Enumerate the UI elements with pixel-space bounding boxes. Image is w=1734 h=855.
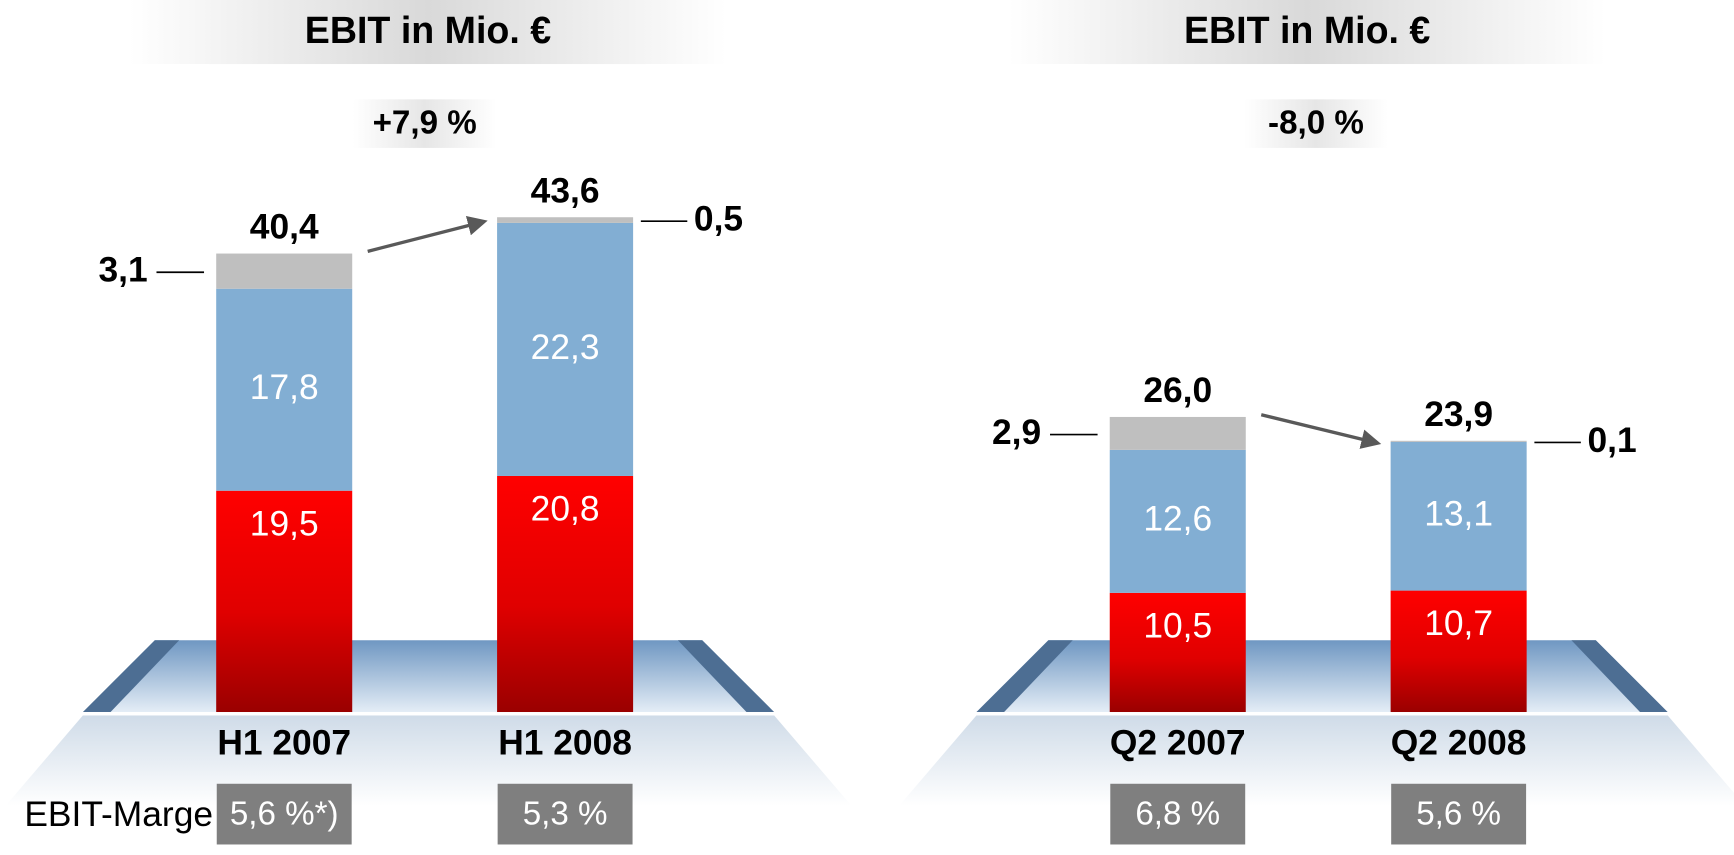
bar-segment — [1390, 440, 1527, 442]
x-tick-label: H1 2008 — [498, 723, 632, 762]
value-label: 2,9 — [992, 413, 1041, 452]
margin-label: 5,6 %*) — [230, 796, 339, 833]
x-tick-label: H1 2007 — [217, 723, 351, 762]
value-label: 17,8 — [250, 368, 319, 407]
margin-label: 5,3 % — [523, 796, 608, 833]
change-background — [352, 99, 497, 148]
total-label: 40,4 — [250, 208, 319, 247]
x-tick-label: Q2 2007 — [1110, 723, 1246, 762]
bar-segment — [216, 288, 353, 491]
total-label: 43,6 — [531, 171, 600, 210]
margin-box — [216, 783, 352, 845]
bar-segment — [497, 217, 634, 223]
value-label: 22,3 — [531, 328, 600, 367]
title-background — [129, 0, 727, 65]
bar-segment — [1390, 441, 1527, 591]
bar-segment — [1109, 416, 1246, 450]
value-label: 10,7 — [1424, 604, 1493, 643]
platform — [976, 640, 1668, 713]
platform — [82, 640, 775, 713]
platform-edge — [1571, 640, 1668, 713]
platform-fade — [899, 715, 1734, 806]
platform-edge — [677, 640, 775, 713]
charts: EBIT in Mio. € +7,9 % EBIT-Marge 19,5 17,8 3,… — [5, 0, 1734, 845]
bar-segment — [497, 475, 634, 713]
bar-segment — [1109, 592, 1246, 713]
value-label: 3,1 — [98, 251, 147, 290]
bar-segment — [216, 490, 353, 713]
bar-segment — [497, 222, 634, 476]
change-label: +7,9 % — [373, 105, 477, 142]
total-label: 23,9 — [1424, 395, 1493, 434]
platform-edge — [976, 640, 1073, 713]
x-tick-label: Q2 2008 — [1391, 723, 1527, 762]
value-label: 13,1 — [1424, 495, 1493, 534]
total-label: 26,0 — [1143, 371, 1212, 410]
value-label: 0,1 — [1587, 421, 1636, 460]
chart-title: EBIT in Mio. € — [305, 9, 551, 51]
margin-label: 6,8 % — [1135, 796, 1220, 833]
change-background — [1244, 99, 1388, 148]
value-label: 0,5 — [694, 200, 743, 239]
platform-edge — [82, 640, 180, 713]
value-label: 12,6 — [1143, 500, 1212, 539]
bar-segment — [1390, 590, 1527, 713]
margin-row-label: EBIT-Marge — [24, 795, 213, 834]
trend-arrow — [367, 215, 488, 253]
margin-box — [1391, 783, 1527, 845]
chart-title: EBIT in Mio. € — [1184, 9, 1430, 51]
bar-segment — [1109, 449, 1246, 593]
bar-segment — [216, 253, 353, 289]
platform-fade — [5, 715, 852, 806]
margin-box — [1110, 783, 1246, 845]
margin-label: 5,6 % — [1416, 796, 1501, 833]
trend-arrow — [1260, 413, 1382, 449]
value-label: 19,5 — [250, 504, 319, 543]
title-background — [1008, 0, 1606, 65]
value-label: 20,8 — [531, 490, 600, 529]
margin-box — [497, 783, 633, 845]
value-label: 10,5 — [1143, 607, 1212, 646]
change-label: -8,0 % — [1268, 105, 1364, 142]
